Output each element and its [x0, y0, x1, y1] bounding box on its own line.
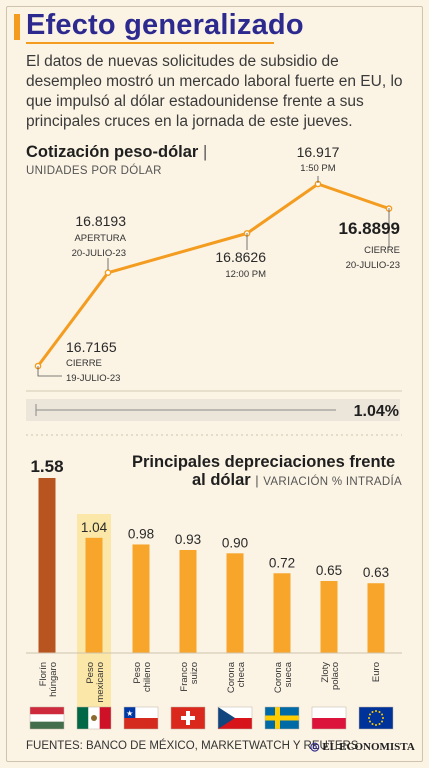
bar-value-label-5: 0.72 — [269, 555, 295, 570]
bar-category-line2-0: húngaro — [48, 662, 59, 697]
bar-category-label-7: Euro — [371, 662, 382, 682]
bar-chart-subtitle: VARIACIÓN % INTRADÍA — [263, 476, 402, 488]
bar-value-label-1: 1.04 — [81, 520, 108, 535]
sources-footer: FUENTES: BANCO DE MÉXICO, MARKETWATCH Y … — [26, 740, 359, 752]
price-note-label-3: 1:50 PM — [300, 163, 335, 174]
infographic-frame — [6, 6, 423, 762]
price-date-label-1: 20-JULIO-23 — [72, 248, 126, 259]
bar-3 — [179, 549, 197, 653]
bar-category-line1-4: Corona — [226, 661, 237, 693]
bar-category-line1-6: Zloty — [320, 662, 331, 683]
bar-category-label-3: Francosuizo — [179, 662, 200, 692]
price-value-label-3: 16.917 — [297, 144, 340, 160]
bar-category-line2-5: sueca — [283, 661, 294, 687]
line-chart-title: Cotización peso-dólar | — [26, 143, 207, 162]
bar-2 — [132, 544, 150, 653]
bar-1 — [85, 537, 103, 653]
czech-flag-icon — [217, 706, 253, 730]
brand-logo: ◎ EL ECONOMISTA — [310, 741, 415, 753]
switzerland-flag-icon — [170, 706, 206, 730]
bar-category-line1-7: Euro — [371, 662, 382, 682]
bar-category-label-5: Coronasueca — [273, 661, 294, 693]
bar-category-line1-0: Florín — [38, 662, 49, 686]
bar-6 — [320, 581, 338, 653]
bar-5 — [273, 573, 291, 653]
bar-category-label-1: Pesomexicano — [85, 662, 106, 703]
intro-text: El datos de nuevas solicitudes de subsid… — [26, 53, 403, 130]
poland-flag-icon — [311, 706, 347, 730]
price-value-label-1: 16.8193 — [75, 213, 126, 229]
bar-category-line1-3: Franco — [179, 662, 190, 692]
bar-category-label-0: Florínhúngaro — [38, 662, 59, 697]
bar-value-label-6: 0.65 — [316, 563, 342, 578]
bar-chart-title-line2-text: al dólar — [192, 471, 251, 489]
bar-category-line1-2: Peso — [132, 662, 143, 684]
bar-category-line2-6: polaco — [330, 662, 341, 690]
sweden-flag-icon — [264, 706, 300, 730]
bar-category-line2-4: checa — [236, 661, 247, 687]
price-note-label-0: CIERRE — [66, 358, 102, 369]
price-point-1 — [104, 269, 112, 276]
bar-value-label-4: 0.90 — [222, 535, 248, 550]
price-note-label-2: 12:00 PM — [225, 269, 266, 280]
bar-value-label-2: 0.98 — [128, 526, 154, 541]
brand-name: EL ECONOMISTA — [322, 741, 415, 753]
price-value-label-0: 16.7165 — [66, 339, 117, 355]
title-accent-bar — [14, 14, 20, 40]
bar-4 — [226, 553, 244, 653]
page-title: Efecto generalizado — [26, 9, 304, 41]
bar-category-line1-5: Corona — [273, 661, 284, 693]
bar-category-line2-1: mexicano — [95, 662, 106, 703]
bar-chart-title-separator: | — [255, 473, 259, 488]
bar-category-line2-3: suizo — [189, 662, 200, 684]
chile-flag-icon: ★ — [123, 706, 159, 730]
mexico-flag-icon — [76, 706, 112, 730]
title-underline — [26, 42, 274, 44]
bar-value-label-0: 1.58 — [30, 457, 63, 476]
bar-value-label-7: 0.63 — [363, 565, 389, 580]
bar-category-line1-1: Peso — [85, 662, 96, 684]
leader-line-0 — [37, 366, 62, 377]
bar-category-label-2: Pesochileno — [132, 662, 153, 692]
bar-7 — [367, 583, 385, 653]
price-value-label-2: 16.8626 — [215, 249, 266, 265]
eu-flag-icon — [358, 706, 394, 730]
bar-category-line2-2: chileno — [142, 662, 153, 692]
bar-chart-title-line1: Principales depreciaciones frente — [132, 453, 396, 471]
price-value-label-4: 16.8899 — [339, 219, 400, 238]
price-date-label-0: 19-JULIO-23 — [66, 373, 120, 384]
bar-category-label-4: Coronacheca — [226, 661, 247, 693]
line-chart-subtitle: UNIDADES POR DÓLAR — [26, 165, 162, 177]
bar-value-label-3: 0.93 — [175, 532, 201, 547]
bar-chart-title-line2: al dólar | VARIACIÓN % INTRADÍA — [192, 471, 402, 490]
price-note-label-4: CIERRE — [364, 245, 400, 256]
bar-0 — [38, 478, 56, 653]
line-chart-title-text: Cotización peso-dólar — [26, 143, 199, 161]
change-percent-label: 1.04% — [354, 403, 399, 420]
svg-text:★: ★ — [126, 709, 133, 718]
price-date-label-4: 20-JULIO-23 — [346, 260, 400, 271]
bar-category-label-6: Zlotypolaco — [320, 662, 341, 690]
price-note-label-1: APERTURA — [74, 233, 126, 244]
hungary-flag-icon — [29, 706, 65, 730]
line-chart-title-separator: | — [202, 143, 208, 161]
